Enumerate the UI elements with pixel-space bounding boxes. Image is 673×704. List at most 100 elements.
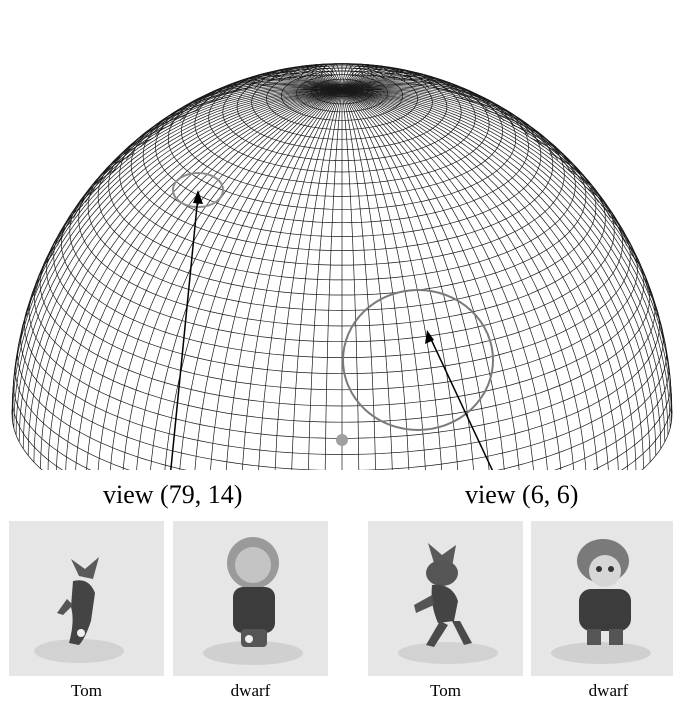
mesh-line [341, 87, 650, 293]
mesh-line [57, 86, 343, 246]
mesh-line [97, 124, 587, 296]
mesh-line [341, 89, 671, 429]
thumbnail-dwarf-view-6-6 [531, 521, 673, 676]
mesh-line [15, 89, 343, 436]
mesh-line [28, 275, 656, 439]
mesh-line [341, 64, 396, 91]
mesh-line [13, 89, 343, 429]
mesh-line [341, 89, 666, 442]
mesh-line [341, 89, 474, 470]
thumbnail-tom-view-6-6 [368, 521, 523, 676]
mesh-line [136, 89, 343, 470]
mesh-line [97, 89, 343, 470]
mesh-line [341, 89, 575, 470]
mesh-line [65, 89, 343, 470]
mesh-line [341, 90, 360, 470]
mesh-line [19, 89, 343, 343]
mesh-line [341, 87, 637, 264]
arrow-line-79-14 [170, 195, 199, 470]
mesh-line [274, 90, 343, 470]
mesh-line [341, 89, 587, 470]
mesh-line [341, 80, 559, 161]
mesh-line [341, 89, 662, 449]
bottom-marker-dot [336, 434, 348, 446]
mesh-line [12, 89, 343, 408]
mesh-line [341, 76, 514, 125]
thumbnail-dwarf-view-79-14 [173, 521, 328, 676]
dwarf-figure-image [551, 539, 651, 664]
mesh-line [11, 89, 343, 415]
mesh-line [13, 370, 671, 470]
mesh-line [341, 89, 669, 436]
mesh-line [341, 68, 440, 91]
mesh-line [341, 89, 534, 470]
mesh-line [299, 64, 343, 91]
mesh-line [309, 63, 343, 91]
mesh-line [125, 80, 343, 161]
mesh-line [179, 89, 343, 470]
thumbnail-caption-tom-79-14: Tom [71, 681, 102, 700]
thumbnail-caption-dwarf-79-14: dwarf [230, 681, 271, 700]
mesh-line [341, 89, 598, 470]
mesh-line [14, 89, 343, 375]
mesh-line [56, 89, 343, 470]
mesh-line [85, 84, 343, 203]
mesh-line [341, 89, 520, 470]
mesh-line [341, 89, 672, 422]
view-label-79-14: view (79, 14) [103, 480, 243, 509]
thumbnail-caption-tom-6-6: Tom [430, 681, 461, 700]
mesh-line [17, 331, 667, 470]
mesh-line [14, 350, 670, 470]
mesh-line [242, 89, 343, 470]
mesh-line [308, 90, 343, 470]
mesh-line [108, 109, 576, 281]
mesh-line [511, 124, 587, 196]
mesh-line [39, 236, 645, 407]
mesh-line [18, 89, 343, 442]
mesh-line [86, 89, 343, 470]
mesh-line [341, 85, 611, 219]
mesh-line [341, 89, 644, 469]
mesh-line [210, 89, 343, 470]
mesh-line [341, 82, 586, 188]
mesh-line [341, 74, 505, 122]
view-region-circle-6-6 [342, 289, 494, 431]
mesh-line [341, 63, 375, 91]
mesh-line [122, 89, 343, 470]
mesh-line [53, 204, 631, 375]
arrow-line-6-6 [429, 336, 494, 470]
mesh-line [194, 89, 343, 470]
mesh-line [341, 90, 376, 470]
mesh-line [341, 89, 637, 470]
mesh-line [33, 89, 343, 463]
mesh-line [341, 89, 628, 470]
mesh-line [341, 90, 426, 470]
thumbnail-tom-view-79-14 [9, 521, 164, 676]
mesh-line [341, 89, 490, 470]
arrowhead-79-14 [193, 190, 203, 204]
mesh-line [341, 89, 548, 470]
mesh-line [341, 77, 529, 136]
mesh-line [341, 66, 416, 91]
mesh-line [341, 90, 393, 470]
view-region-circle-79-14 [172, 172, 224, 208]
mesh-line [341, 89, 657, 456]
hemisphere-wireframe [11, 63, 673, 470]
arrowhead-6-6 [425, 330, 434, 344]
mesh-line [341, 79, 544, 148]
mesh-line [33, 253, 651, 423]
mesh-line [341, 89, 651, 463]
mesh-line [150, 89, 343, 470]
mesh-line [12, 89, 343, 422]
mesh-line [341, 89, 562, 470]
mesh-line [324, 90, 343, 470]
tom-figure-image [34, 557, 124, 663]
mesh-line [291, 90, 343, 470]
mesh-line [341, 89, 459, 470]
dwarf-figure-image [203, 537, 303, 665]
mesh-line [341, 89, 442, 470]
mesh-line [24, 293, 660, 455]
mesh-line [78, 152, 606, 327]
mesh-line [341, 89, 619, 470]
mesh-line [27, 88, 343, 312]
